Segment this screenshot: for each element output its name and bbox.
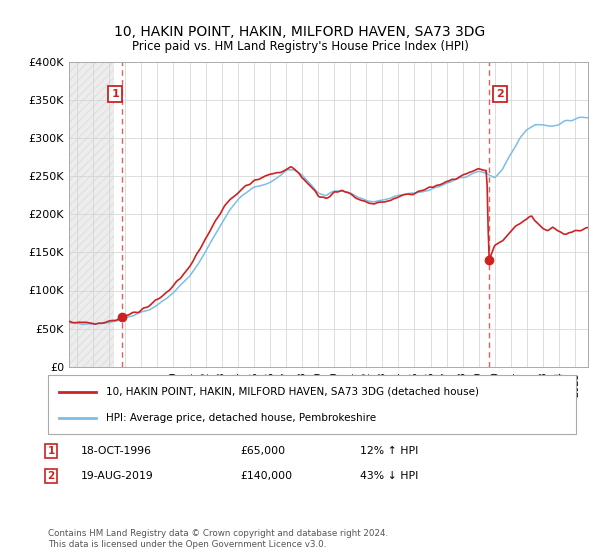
- Text: 19-AUG-2019: 19-AUG-2019: [81, 471, 154, 481]
- Text: Price paid vs. HM Land Registry's House Price Index (HPI): Price paid vs. HM Land Registry's House …: [131, 40, 469, 53]
- Text: 10, HAKIN POINT, HAKIN, MILFORD HAVEN, SA73 3DG: 10, HAKIN POINT, HAKIN, MILFORD HAVEN, S…: [115, 25, 485, 39]
- Text: 43% ↓ HPI: 43% ↓ HPI: [360, 471, 418, 481]
- Text: HPI: Average price, detached house, Pembrokeshire: HPI: Average price, detached house, Pemb…: [106, 413, 376, 423]
- Text: £65,000: £65,000: [240, 446, 285, 456]
- Text: 12% ↑ HPI: 12% ↑ HPI: [360, 446, 418, 456]
- Text: 1: 1: [47, 446, 55, 456]
- FancyBboxPatch shape: [48, 375, 576, 434]
- Text: 2: 2: [47, 471, 55, 481]
- Text: 10, HAKIN POINT, HAKIN, MILFORD HAVEN, SA73 3DG (detached house): 10, HAKIN POINT, HAKIN, MILFORD HAVEN, S…: [106, 386, 479, 396]
- Text: 1: 1: [112, 88, 119, 99]
- Text: Contains HM Land Registry data © Crown copyright and database right 2024.
This d: Contains HM Land Registry data © Crown c…: [48, 529, 388, 549]
- Text: £140,000: £140,000: [240, 471, 292, 481]
- Text: 18-OCT-1996: 18-OCT-1996: [81, 446, 152, 456]
- Text: 2: 2: [496, 88, 504, 99]
